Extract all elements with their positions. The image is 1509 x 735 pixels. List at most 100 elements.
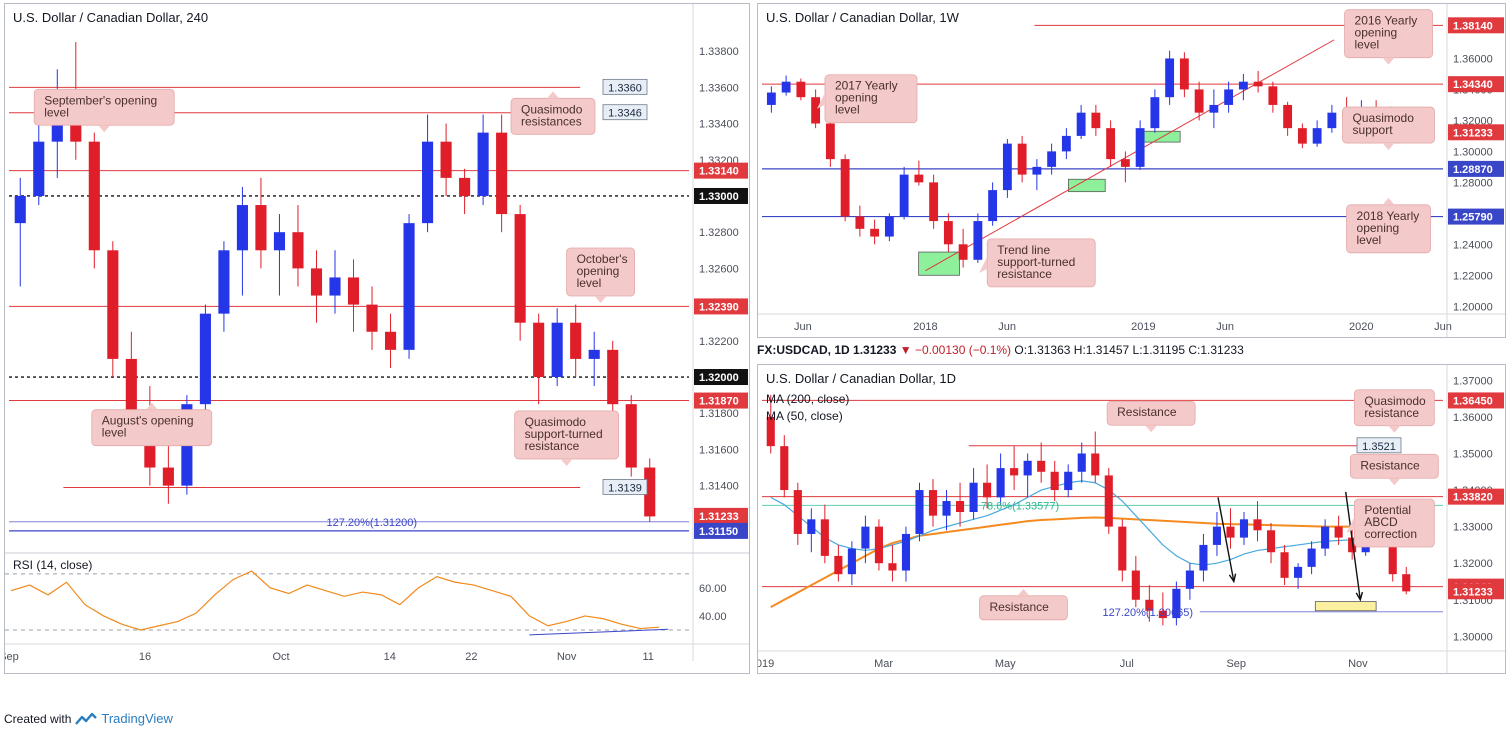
- price-label-tag: [1448, 17, 1504, 34]
- candle-body: [1224, 89, 1234, 105]
- candle-body: [199, 313, 211, 405]
- w1-chart-svg[interactable]: 1.360001.340001.320001.300001.280001.260…: [758, 4, 1506, 338]
- price-label-tag: [694, 369, 748, 386]
- callout-text: September's opening: [44, 93, 157, 107]
- trend-line: [925, 39, 1335, 272]
- candle-body: [1010, 468, 1019, 476]
- price-tick-label: 1.28000: [1453, 177, 1493, 189]
- candle-body: [1091, 112, 1101, 129]
- rsi-line: [10, 570, 660, 631]
- callout-text: Resistance: [1360, 458, 1420, 472]
- callout-text: support-turned: [997, 255, 1075, 269]
- callout-text: opening: [1355, 26, 1398, 40]
- price-label-tag: [694, 507, 748, 524]
- candle-body: [793, 490, 802, 534]
- d1-chart-svg[interactable]: 1.370001.360001.350001.340001.330001.320…: [758, 365, 1506, 674]
- info-symbol: FX:USDCAD, 1D: [757, 343, 850, 357]
- candle-body: [1348, 537, 1357, 553]
- candle-body: [884, 216, 894, 237]
- callout-text: August's opening: [102, 414, 194, 428]
- callout-text: level: [835, 103, 860, 117]
- price-label-tag: [1448, 76, 1504, 93]
- w1-chart-panel[interactable]: 1.360001.340001.320001.300001.280001.260…: [757, 3, 1506, 338]
- candle-body: [943, 221, 953, 245]
- time-tick-label: Jun: [1434, 321, 1452, 333]
- candle-body: [644, 467, 656, 517]
- candle-body: [1017, 143, 1027, 175]
- price-label-tag: [1448, 124, 1504, 141]
- time-tick-label: 2020: [1349, 321, 1373, 333]
- price-tick-label: 1.31800: [699, 408, 739, 420]
- candle-body: [551, 322, 563, 378]
- candle-body: [1199, 544, 1208, 571]
- price-label-text: 1.31233: [1453, 127, 1493, 139]
- annotation-callout: [1353, 498, 1435, 548]
- price-label-text: 1.34340: [1453, 79, 1493, 91]
- d1-chart-panel[interactable]: 1.370001.360001.350001.340001.330001.320…: [757, 364, 1506, 674]
- price-tick-label: 1.32600: [699, 263, 739, 275]
- annotation-callout: [986, 238, 1096, 288]
- callout-text: support: [1353, 123, 1394, 137]
- candle-body: [14, 195, 26, 224]
- callout-text: ABCD: [1364, 515, 1398, 529]
- callout-text: correction: [1364, 527, 1417, 541]
- candle-body: [1120, 159, 1130, 167]
- price-tick-label: 1.33800: [699, 46, 739, 58]
- candle-body: [384, 331, 397, 350]
- price-label-text: 1.31233: [1453, 586, 1493, 598]
- candle-body: [1239, 519, 1249, 538]
- price-label-box: [602, 479, 648, 495]
- price-tick-label: 1.36000: [1453, 412, 1493, 424]
- time-tick-label: Nov: [1348, 658, 1368, 670]
- callout-text: resistance: [525, 439, 580, 453]
- callout-text: level: [102, 426, 127, 440]
- callout-pointer: [547, 91, 559, 99]
- arrow-head-icon: [1355, 591, 1364, 602]
- candle-body: [929, 182, 939, 222]
- candle-body: [973, 221, 983, 260]
- annotation-callout: [824, 74, 918, 124]
- candle-body: [1212, 526, 1222, 545]
- candle-body: [820, 519, 829, 556]
- price-label-text: 1.31150: [699, 526, 738, 538]
- fib-extension-label: 127.20%(1.31200): [326, 517, 417, 529]
- candle-body: [1050, 471, 1059, 491]
- annotation-callout: [979, 595, 1068, 621]
- callout-text: Quasimodo: [525, 415, 587, 429]
- tradingview-logo-icon: [75, 712, 98, 725]
- price-label-text: 1.33140: [699, 166, 739, 178]
- candle-body: [834, 555, 843, 575]
- candle-body: [292, 232, 304, 269]
- candle-body: [807, 519, 816, 534]
- price-label-text: 1.31233: [699, 511, 739, 523]
- candle-body: [766, 92, 776, 105]
- info-close: C:1.31233: [1188, 343, 1244, 357]
- time-tick-label: Nov: [557, 651, 577, 663]
- price-label-text: 1.3360: [608, 82, 642, 94]
- rsi-tick-label: 40.00: [699, 611, 727, 623]
- candle-body: [955, 501, 965, 512]
- candle-body: [347, 277, 360, 305]
- h4-chart-title: U.S. Dollar / Canadian Dollar, 240: [13, 10, 209, 25]
- w1-chart-title: U.S. Dollar / Canadian Dollar, 1W: [766, 10, 959, 25]
- price-label-tag: [1448, 160, 1504, 177]
- candle-body: [1253, 519, 1262, 531]
- h4-chart-svg[interactable]: 1.338001.336001.334001.332001.330001.328…: [5, 4, 750, 674]
- price-tick-label: 1.24000: [1453, 239, 1493, 251]
- time-tick-label: Sep: [1226, 658, 1246, 670]
- d1-chart-title: U.S. Dollar / Canadian Dollar, 1D: [766, 371, 957, 386]
- price-label-text: 1.3521: [1362, 441, 1396, 453]
- price-label-text: 1.31870: [699, 396, 739, 408]
- price-label-text: 1.38140: [1453, 20, 1493, 32]
- price-label-box: [602, 78, 648, 95]
- footer-tradingview-link[interactable]: TradingView: [101, 711, 173, 726]
- candle-body: [888, 563, 897, 571]
- candle-body: [273, 232, 286, 251]
- candle-body: [1194, 89, 1204, 113]
- candle-body: [1209, 104, 1219, 113]
- h4-chart-panel[interactable]: 1.338001.336001.334001.332001.330001.328…: [4, 3, 750, 674]
- callout-pointer: [1388, 425, 1401, 433]
- footer[interactable]: Created with TradingView: [4, 711, 173, 726]
- candle-body: [1064, 471, 1073, 491]
- callout-pointer: [979, 256, 988, 273]
